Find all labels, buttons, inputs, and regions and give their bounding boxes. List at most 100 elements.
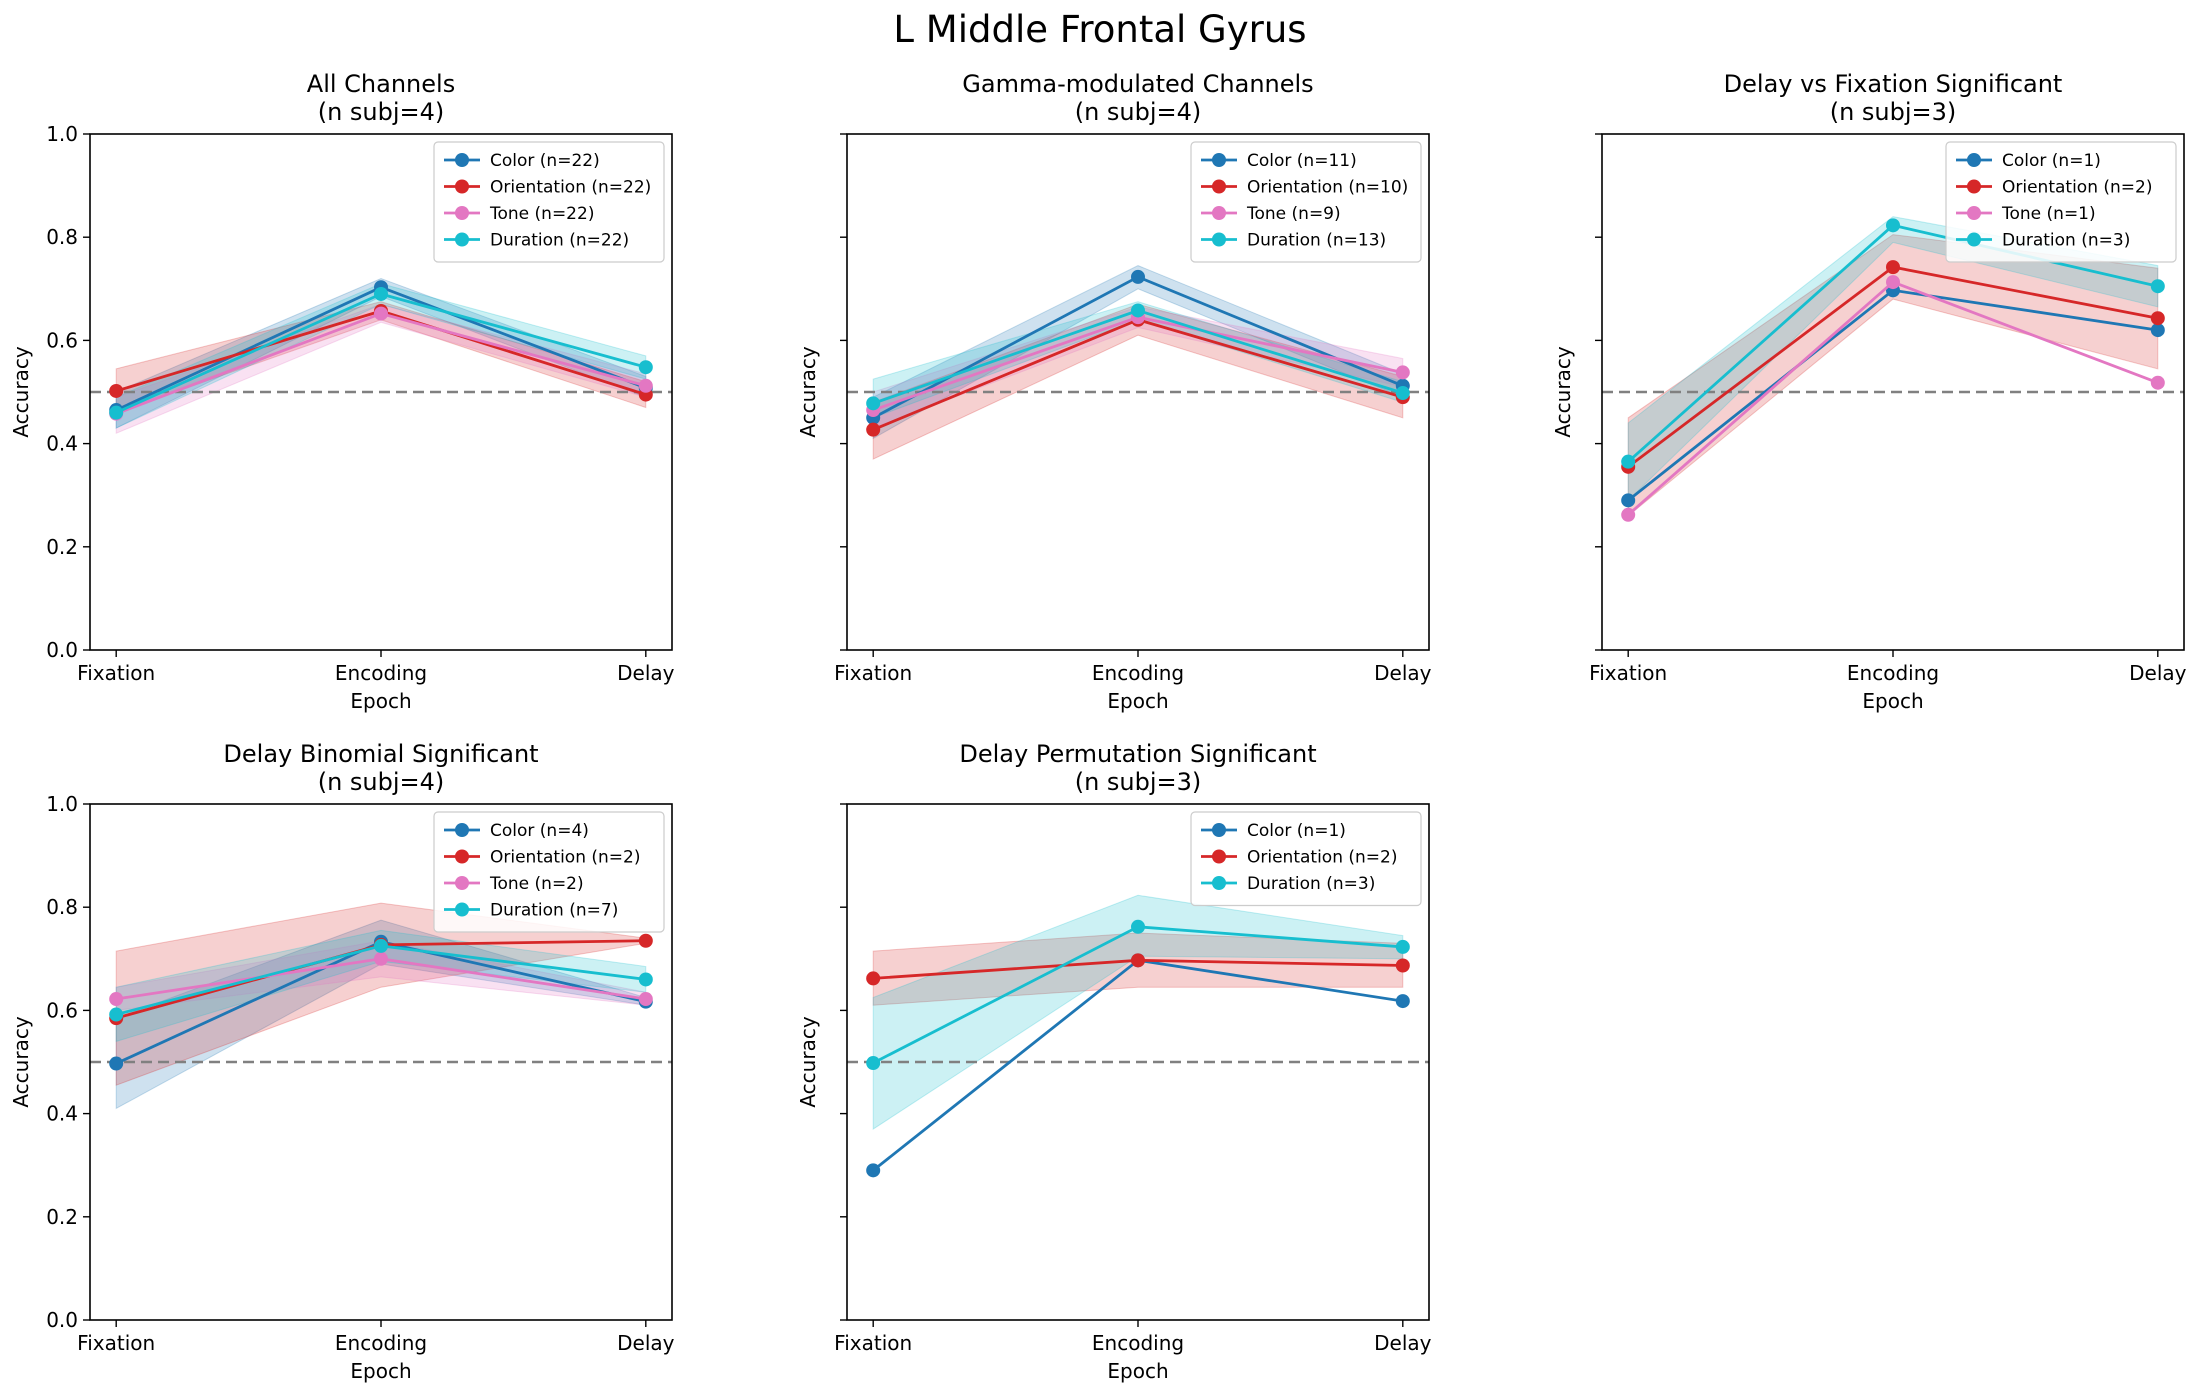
y-tick-label: 1.0: [46, 122, 78, 146]
legend-label-duration: Duration (n=22): [490, 231, 629, 251]
panel-title-line-2: (n subj=4): [318, 98, 445, 126]
y-axis-label: Accuracy: [796, 346, 820, 437]
data-point-color: [109, 1056, 124, 1071]
data-point-duration: [374, 286, 388, 301]
y-axis-label: Accuracy: [9, 1016, 33, 1107]
panel-title-line-2: (n subj=3): [1075, 768, 1202, 796]
x-tick-label: Delay: [617, 1331, 675, 1355]
y-tick-label: 0.2: [46, 535, 78, 559]
data-point-tone: [1621, 507, 1636, 522]
legend-box: [433, 811, 665, 933]
data-point-duration: [109, 405, 124, 420]
data-point-duration: [866, 1056, 881, 1071]
chart-panel-4: Delay Binomial Significant(n subj=4) 0.0 0…: [9, 740, 675, 1383]
panel-title-line-2: (n subj=3): [1830, 98, 1957, 126]
legend-box: [1190, 811, 1422, 907]
data-point-orientation: [1395, 958, 1410, 973]
x-tick-label: Fixation: [1589, 661, 1667, 685]
data-point-duration: [374, 938, 388, 953]
legend-label-orientation: Orientation (n=2): [2002, 178, 2152, 198]
data-point-tone: [638, 992, 653, 1007]
panel-title-line-1: Delay vs Fixation Significant: [1724, 70, 2063, 98]
x-axis-label: Epoch: [1107, 1359, 1168, 1383]
legend-marker-tone: [455, 876, 469, 890]
data-point-color: [1621, 493, 1636, 508]
legend-marker-orientation: [455, 179, 469, 194]
y-tick-label: 0.2: [46, 1205, 78, 1229]
x-tick-label: Encoding: [1092, 661, 1184, 685]
y-tick-label: 0.6: [46, 998, 78, 1022]
data-point-duration: [109, 1007, 124, 1022]
legend: Color (n=4) Orientation (n=2) Tone (n=2) Du…: [433, 811, 665, 933]
legend-marker-orientation: [1212, 179, 1226, 194]
chart-panel-2: Gamma-modulated Channels(n subj=4) Fixati…: [796, 70, 1432, 713]
data-point-duration: [1131, 303, 1145, 318]
legend-marker-color: [1212, 153, 1226, 167]
legend-marker-orientation: [1967, 179, 1981, 194]
y-axis-label: Accuracy: [1551, 346, 1575, 437]
x-axis-label: Epoch: [350, 1359, 411, 1383]
legend: Color (n=22) Orientation (n=22) Tone (n=22…: [433, 141, 665, 263]
y-tick-label: 1.0: [46, 792, 78, 816]
data-point-orientation: [109, 383, 124, 398]
legend-marker-duration: [1212, 232, 1226, 247]
panel-title-line-2: (n subj=4): [318, 768, 445, 796]
x-tick-label: Delay: [2129, 661, 2187, 685]
data-point-orientation: [638, 933, 653, 948]
legend-marker-color: [455, 153, 469, 167]
panel-title-line-1: All Channels: [307, 70, 455, 98]
x-tick-label: Encoding: [335, 661, 427, 685]
data-point-duration: [1621, 454, 1636, 469]
x-tick-label: Fixation: [834, 661, 912, 685]
chart-panel-5: Delay Permutation Significant(n subj=3) F…: [796, 740, 1432, 1383]
legend-label-orientation: Orientation (n=10): [1247, 178, 1408, 198]
x-tick-label: Encoding: [335, 1331, 427, 1355]
x-tick-label: Encoding: [1092, 1331, 1184, 1355]
y-tick-label: 0.0: [46, 638, 78, 662]
data-point-tone: [374, 951, 388, 966]
data-point-tone: [638, 378, 653, 393]
data-point-duration: [1395, 939, 1410, 954]
data-point-color: [1131, 269, 1145, 284]
panel-title-line-1: Delay Permutation Significant: [959, 740, 1316, 768]
data-point-duration: [638, 360, 653, 375]
chart-panel-3: Delay vs Fixation Significant(n subj=3) F…: [1551, 70, 2187, 713]
legend-label-orientation: Orientation (n=22): [490, 178, 651, 198]
legend-label-duration: Duration (n=3): [2002, 231, 2130, 251]
legend-marker-duration: [1212, 876, 1226, 890]
panel-title-line-2: (n subj=4): [1075, 98, 1202, 126]
legend-marker-duration: [455, 232, 469, 247]
legend-label-orientation: Orientation (n=2): [1247, 848, 1397, 868]
data-point-color: [1395, 994, 1410, 1009]
data-point-color: [866, 1163, 881, 1178]
data-point-duration: [2150, 279, 2165, 294]
data-point-orientation: [866, 422, 881, 437]
legend-box: [433, 141, 665, 263]
data-point-duration: [1886, 218, 1900, 233]
legend-marker-orientation: [455, 849, 469, 864]
data-point-tone: [1395, 365, 1410, 380]
y-tick-label: 0.8: [46, 225, 78, 249]
y-tick-label: 0.4: [46, 1102, 78, 1126]
legend-label-tone: Tone (n=1): [2001, 204, 2096, 224]
legend-marker-orientation: [1212, 849, 1226, 864]
data-point-tone: [109, 992, 124, 1007]
panels: All Channels(n subj=4)0.00.20.40.60.81.0…: [9, 70, 2187, 1383]
legend-box: [1945, 141, 2177, 263]
legend-marker-duration: [1967, 232, 1981, 247]
data-point-tone: [374, 306, 388, 321]
y-tick-label: 0.0: [46, 1308, 78, 1332]
x-tick-label: Delay: [1374, 661, 1432, 685]
data-point-duration: [1395, 386, 1410, 401]
figure-title: L Middle Frontal Gyrus: [893, 8, 1306, 51]
y-tick-label: 0.8: [46, 895, 78, 919]
legend-marker-color: [1967, 153, 1981, 167]
x-tick-label: Fixation: [77, 661, 155, 685]
legend-label-color: Color (n=11): [1247, 151, 1357, 171]
legend-marker-tone: [1967, 206, 1981, 220]
legend-label-duration: Duration (n=13): [1247, 231, 1386, 251]
legend-label-color: Color (n=4): [490, 821, 589, 841]
legend-label-duration: Duration (n=7): [490, 901, 618, 921]
legend-label-color: Color (n=22): [490, 151, 600, 171]
y-axis-label: Accuracy: [796, 1016, 820, 1107]
